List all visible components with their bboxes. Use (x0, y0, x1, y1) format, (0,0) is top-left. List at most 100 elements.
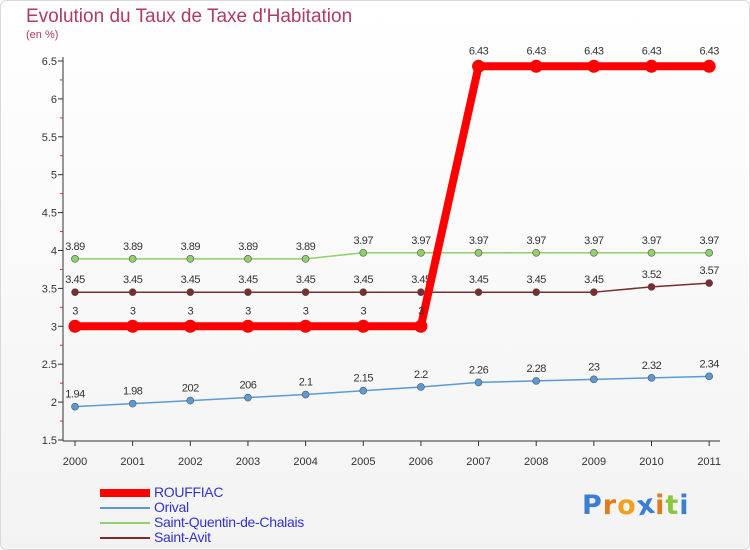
data-point-orival (71, 402, 79, 411)
data-point-rouffiac (183, 319, 197, 333)
data-point-saint-quentin-de-chalais (417, 248, 425, 257)
y-tick-label: 6 (51, 94, 57, 106)
data-point-saint-quentin-de-chalais (244, 255, 252, 263)
y-tick-label: 4.5 (42, 208, 57, 220)
data-point-rouffiac (68, 319, 82, 333)
y-tick-label: 5 (51, 170, 57, 182)
x-tick-label: 2005 (351, 456, 375, 468)
data-point-rouffiac (645, 59, 658, 73)
data-point-saint-avit (417, 288, 425, 296)
data-point-saint-avit (244, 288, 252, 296)
data-point-orival (705, 372, 713, 381)
data-point-rouffiac (241, 319, 255, 333)
data-label-saint-avit: 3.52 (642, 269, 662, 281)
data-label-rouffiac: 6.43 (584, 45, 604, 57)
legend-label-saint-quentin: Saint-Quentin-de-Chalais (154, 514, 304, 530)
data-point-saint-avit (474, 288, 483, 296)
x-tick-label: 2007 (466, 456, 490, 468)
data-label-saint-avit: 3.45 (584, 274, 604, 286)
data-label-rouffiac: 3 (72, 305, 78, 317)
data-point-saint-quentin-de-chalais (532, 248, 541, 257)
data-point-saint-avit (705, 279, 713, 287)
x-tick-label: 2011 (697, 456, 721, 468)
x-tick-label: 2002 (178, 456, 202, 468)
data-point-rouffiac (472, 59, 486, 73)
data-label-orival: 2.28 (526, 363, 546, 375)
x-tick-label: 2009 (582, 456, 606, 468)
data-label-orival: 2.15 (354, 373, 374, 385)
data-point-saint-quentin-de-chalais (71, 255, 79, 263)
data-label-saint-quentin-de-chalais: 3.97 (469, 235, 489, 247)
data-label-orival: 206 (240, 380, 257, 392)
legend-label-rouffiac: ROUFFIAC (154, 484, 224, 500)
data-label-orival: 2.34 (699, 358, 719, 370)
series-line-saint-avit (75, 282, 710, 293)
data-point-orival (301, 390, 310, 399)
data-label-orival: 1.98 (123, 386, 143, 398)
data-label-orival: 2.32 (642, 360, 662, 372)
y-tick-label: 2 (51, 397, 57, 409)
data-point-orival (186, 396, 195, 405)
legend-label-orival: Orival (154, 499, 189, 515)
data-label-saint-avit: 3.45 (238, 274, 258, 286)
x-tick-label: 2008 (524, 456, 548, 468)
y-tick-label: 4 (51, 246, 57, 258)
data-label-rouffiac: 6.43 (469, 45, 489, 57)
data-point-rouffiac (587, 59, 601, 73)
data-label-saint-avit: 3.45 (181, 274, 201, 286)
x-tick-label: 2004 (293, 456, 317, 468)
data-label-saint-avit: 3.45 (65, 274, 85, 286)
legend-label-saint-avit: Saint-Avit (154, 529, 211, 545)
data-point-saint-avit (590, 288, 598, 296)
chart-title: Evolution du Taux de Taxe d'Habitation (26, 6, 353, 27)
y-tick-label: 2.5 (42, 359, 57, 371)
data-label-saint-quentin-de-chalais: 3.89 (181, 241, 201, 253)
data-label-saint-quentin-de-chalais: 3.89 (238, 241, 258, 253)
x-tick-label: 2000 (63, 456, 87, 468)
data-label-saint-quentin-de-chalais: 3.97 (642, 235, 662, 247)
data-label-saint-quentin-de-chalais: 3.89 (296, 241, 316, 253)
data-label-orival: 2.26 (469, 364, 489, 376)
y-tick-label: 3.5 (42, 283, 57, 295)
data-label-rouffiac: 3 (418, 305, 424, 317)
data-label-saint-quentin-de-chalais: 3.89 (65, 241, 85, 253)
y-tick-label: 5.5 (42, 132, 57, 144)
chart-subtitle: (en %) (26, 29, 59, 41)
data-point-saint-avit (186, 288, 195, 296)
data-point-rouffiac (414, 319, 428, 333)
data-label-rouffiac: 3 (360, 305, 366, 317)
x-tick-label: 2006 (409, 456, 433, 468)
data-label-saint-avit: 3.45 (526, 274, 546, 286)
legend-swatch-saint-avit (100, 537, 150, 539)
data-label-orival: 2.2 (414, 369, 428, 381)
logo-letter: P (582, 490, 603, 521)
data-label-saint-quentin-de-chalais: 3.97 (526, 235, 546, 247)
data-label-saint-avit: 3.45 (123, 274, 143, 286)
x-tick-label: 2010 (639, 456, 663, 468)
data-point-saint-avit (128, 288, 137, 296)
data-point-orival (532, 377, 541, 385)
series-line-rouffiac (75, 62, 710, 331)
data-point-saint-quentin-de-chalais (705, 248, 713, 257)
data-label-saint-quentin-de-chalais: 3.97 (354, 235, 374, 247)
data-point-orival (128, 399, 137, 408)
y-tick-label: 1.5 (42, 435, 57, 447)
data-label-rouffiac: 6.43 (642, 45, 662, 57)
logo-letter: r (602, 490, 618, 521)
data-point-rouffiac (529, 59, 543, 73)
data-point-rouffiac (126, 319, 140, 333)
legend-swatch-rouffiac (100, 489, 150, 497)
data-point-saint-avit (359, 288, 368, 296)
data-point-saint-quentin-de-chalais (186, 255, 195, 263)
y-tick-label: 6.5 (42, 56, 57, 68)
data-label-saint-avit: 3.45 (354, 274, 374, 286)
data-point-saint-avit (647, 283, 656, 291)
data-label-saint-avit: 3.57 (699, 265, 719, 277)
line-chart: 1.5 2 2.5 3 3.5 4 4.5 5 5.5 6 6.5 2000 2001 2002 2003 2… (42, 45, 721, 468)
data-point-saint-quentin-de-chalais (301, 255, 310, 263)
logo-letter: t (665, 490, 680, 521)
data-label-saint-quentin-de-chalais: 3.97 (411, 235, 431, 247)
data-label-rouffiac: 3 (130, 305, 136, 317)
series-line-orival (74, 375, 710, 408)
